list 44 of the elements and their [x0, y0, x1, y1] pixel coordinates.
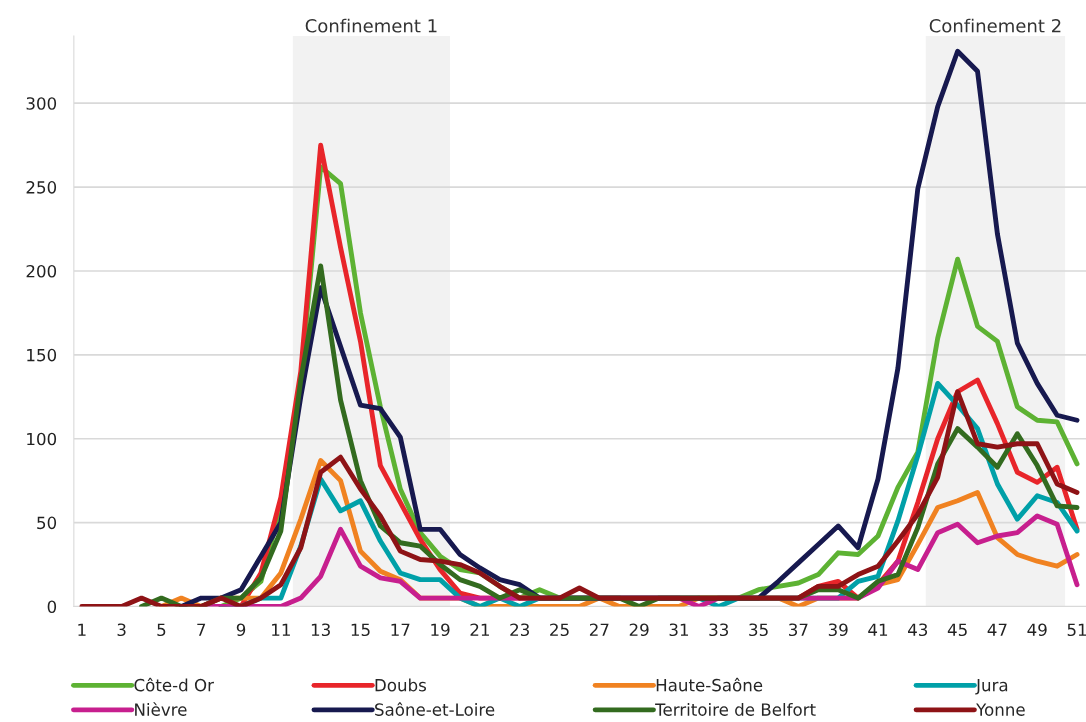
- x-tick-label: 29: [629, 623, 649, 637]
- x-tick-label: 47: [987, 623, 1007, 636]
- x-tick-label: 31: [669, 623, 689, 637]
- legend-label: Yonne: [976, 703, 1025, 716]
- x-tick-label: 25: [550, 623, 569, 637]
- y-tick-label: 200: [26, 264, 57, 278]
- x-tick-label: 1: [78, 623, 86, 636]
- x-tick-label: 9: [236, 623, 246, 637]
- x-tick-label: 23: [510, 623, 529, 637]
- x-tick-label: 7: [197, 623, 206, 636]
- y-tick-label: 100: [27, 432, 57, 446]
- y-tick-label: 250: [26, 181, 57, 194]
- x-tick-label: 13: [311, 623, 330, 637]
- y-tick-label: 50: [37, 516, 57, 530]
- x-tick-label: 49: [1027, 623, 1047, 637]
- y-tick-label: 300: [26, 97, 57, 110]
- band-label: Confinement 1: [305, 18, 437, 33]
- line-series: [79, 389, 1080, 607]
- x-tick-label: 11: [272, 623, 290, 636]
- y-tick-label: 0: [47, 600, 57, 614]
- x-tick-label: 33: [709, 623, 729, 637]
- x-tick-label: 35: [749, 623, 768, 637]
- x-tick-label: 19: [431, 623, 450, 637]
- x-tick-label: 27: [589, 623, 609, 636]
- x-tick-label: 17: [391, 623, 410, 636]
- x-tick-label: 21: [470, 623, 489, 636]
- legend-label: Saône-et-Loire: [375, 702, 495, 716]
- legend-label: Jura: [975, 679, 1008, 695]
- x-tick-label: 37: [789, 623, 808, 637]
- x-tick-label: 39: [828, 623, 848, 637]
- legend-label: Territoire de Belfort: [655, 702, 816, 716]
- band-label: Confinement 2: [929, 18, 1061, 33]
- x-tick-label: 45: [947, 623, 967, 637]
- x-tick-label: 3: [117, 623, 126, 637]
- x-tick-label: 51: [1067, 623, 1086, 637]
- x-tick-label: 5: [157, 623, 166, 637]
- legend-label: Nièvre: [135, 702, 187, 716]
- legend-label: Haute-Saône: [656, 677, 763, 692]
- legend-label: Côte-d Or: [134, 677, 214, 692]
- y-tick-label: 150: [27, 348, 57, 362]
- legend-label: Doubs: [375, 678, 427, 692]
- x-tick-label: 15: [351, 623, 370, 637]
- x-tick-label: 41: [868, 623, 888, 636]
- x-tick-label: 43: [908, 623, 928, 637]
